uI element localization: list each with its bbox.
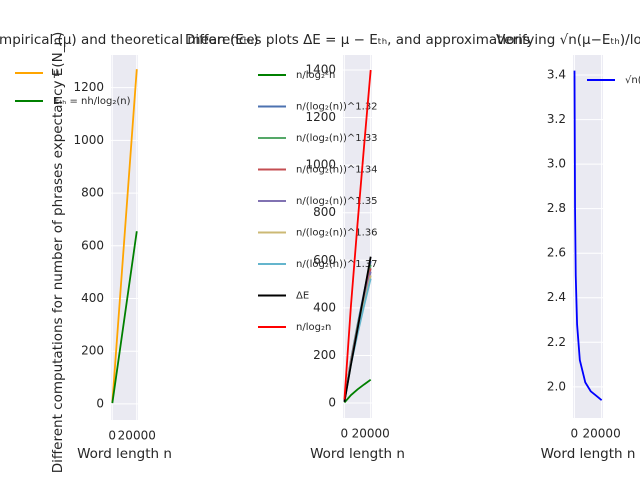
legend-label: n/log₂²n <box>296 70 335 81</box>
legend-label: √n(μ−Eₜₕ)/log₂n <box>625 75 640 86</box>
x-axis-label: Word length n <box>541 446 636 462</box>
legend-label: n/log₂n <box>296 322 331 333</box>
y-tick-label: 800 <box>313 205 336 219</box>
plot-area <box>573 55 603 418</box>
legend-label: n/(log₂(n))^1.33 <box>296 133 378 144</box>
legend-label: n/(log₂(n))^1.36 <box>296 228 378 239</box>
x-tick-label: 0 <box>340 427 348 441</box>
y-tick-label: 2.4 <box>547 290 566 304</box>
line-series <box>343 256 372 402</box>
x-tick-label: 20000 <box>352 427 390 441</box>
y-tick-label: 600 <box>313 253 336 267</box>
y-tick-label: 3.4 <box>547 68 566 82</box>
y-tick-label: 1000 <box>73 133 104 147</box>
y-tick-label: 2.0 <box>547 379 566 393</box>
y-tick-label: 0 <box>96 396 104 410</box>
x-tick-label: 0 <box>571 427 579 441</box>
line-series <box>573 70 603 401</box>
y-tick-label: 800 <box>81 186 104 200</box>
x-tick-label: 20000 <box>583 427 621 441</box>
y-tick-label: 3.2 <box>547 112 566 126</box>
legend-label: Eₜₕ = nh/log₂(n) <box>53 96 131 107</box>
x-axis-label: Word length n <box>77 446 172 462</box>
x-tick-label: 0 <box>108 429 116 443</box>
y-tick-label: 3.0 <box>547 157 566 171</box>
y-tick-label: 200 <box>313 348 336 362</box>
y-tick-label: 1200 <box>305 110 336 124</box>
y-tick-label: 2.6 <box>547 246 566 260</box>
y-tick-label: 1400 <box>305 62 336 76</box>
y-tick-label: 1200 <box>73 80 104 94</box>
line-series <box>111 69 138 403</box>
legend-label: n/(log₂(n))^1.32 <box>296 102 378 113</box>
y-tick-label: 0 <box>328 396 336 410</box>
y-tick-label: 2.8 <box>547 201 566 215</box>
line-series <box>343 69 372 400</box>
y-tick-label: 600 <box>81 238 104 252</box>
y-axis-label: Different computations for number of phr… <box>50 32 66 474</box>
chart-title: Differences plots ΔE = μ − Eₜₕ, and appr… <box>185 32 530 48</box>
y-tick-label: 200 <box>81 344 104 358</box>
legend-label: ΔE <box>296 291 309 302</box>
legend-label: n/(log₂(n))^1.37 <box>296 259 378 270</box>
x-axis-label: Word length n <box>310 446 405 462</box>
y-tick-label: 400 <box>313 300 336 314</box>
y-tick-label: 2.2 <box>547 335 566 349</box>
x-tick-label: 20000 <box>118 429 156 443</box>
line-series <box>111 231 138 404</box>
chart-title: Empirical (μ) and theoretical mean (Eₜₕ) <box>0 32 258 48</box>
legend-label: n/(log₂(n))^1.35 <box>296 196 378 207</box>
y-tick-label: 400 <box>81 291 104 305</box>
legend-label: n/(log₂(n))^1.34 <box>296 165 378 176</box>
chart-title: Verifying √n(μ−Eₜₕ)/log₂n = <box>496 32 640 48</box>
legend-label: μ <box>53 68 60 79</box>
line-series <box>343 378 372 404</box>
y-tick-label: 1000 <box>305 158 336 172</box>
